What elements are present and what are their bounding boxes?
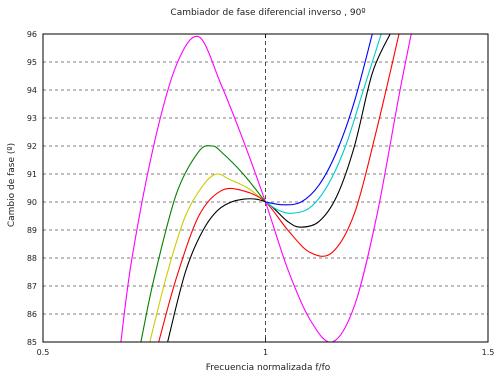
x-tick-label: 1 — [263, 348, 268, 357]
x-axis-label: Frecuencia normalizada f/fo — [206, 363, 331, 373]
series-line-7 — [265, 34, 373, 206]
plot-frame — [42, 33, 489, 343]
y-tick-label: 95 — [27, 58, 37, 67]
chart-title: Cambiador de fase diferencial inverso , … — [170, 8, 365, 18]
y-tick-label: 89 — [27, 226, 37, 235]
y-tick-label: 94 — [27, 86, 37, 95]
series-group — [120, 34, 412, 342]
series-line-1 — [120, 34, 412, 342]
y-tick-label: 87 — [27, 282, 37, 291]
y-tick-label: 93 — [27, 114, 37, 123]
y-tick-label: 90 — [27, 198, 37, 207]
y-tick-label: 86 — [27, 310, 37, 319]
y-tick-label: 91 — [27, 170, 37, 179]
y-tick-label: 96 — [27, 30, 37, 39]
series-line-3 — [149, 173, 266, 342]
series-line-2 — [140, 145, 266, 342]
y-axis-label: Cambio de fase (º) — [7, 143, 17, 227]
series-line-5 — [167, 34, 391, 342]
y-tick-label: 92 — [27, 142, 37, 151]
tick-labels: 85 86 87 88 89 90 91 92 93 94 95 96 0.5 1 1.5 — [27, 30, 495, 357]
y-tick-label: 85 — [27, 338, 37, 347]
y-tick-label: 88 — [27, 254, 37, 263]
series-line-4 — [158, 34, 400, 342]
x-tick-label: 1.5 — [482, 348, 495, 357]
axes — [42, 33, 489, 343]
grid-lines — [43, 34, 488, 342]
x-tick-label: 0.5 — [37, 348, 50, 357]
series-line-6 — [265, 34, 382, 214]
